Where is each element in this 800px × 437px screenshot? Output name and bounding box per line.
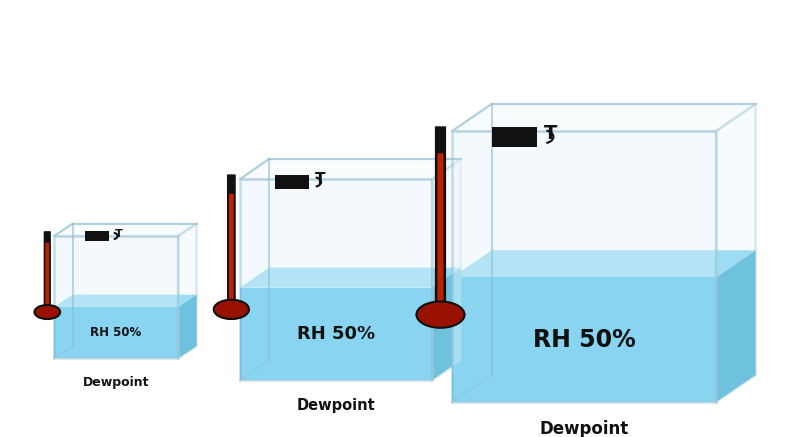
Polygon shape [432,159,461,380]
FancyBboxPatch shape [275,174,309,189]
Circle shape [34,305,60,319]
Polygon shape [54,295,197,307]
FancyBboxPatch shape [438,153,443,306]
Polygon shape [54,224,197,236]
Text: T: T [544,124,557,143]
Polygon shape [452,131,716,402]
Polygon shape [240,267,461,288]
Polygon shape [54,236,178,358]
Text: T: T [115,229,123,239]
Polygon shape [716,104,755,402]
Polygon shape [54,307,178,358]
Text: Dewpoint: Dewpoint [297,398,375,413]
Text: T: T [315,172,326,187]
FancyBboxPatch shape [227,174,236,303]
Polygon shape [240,179,432,380]
FancyBboxPatch shape [44,231,51,308]
Polygon shape [178,295,197,358]
Text: Dewpoint: Dewpoint [82,376,150,389]
Text: RH 50%: RH 50% [90,326,142,339]
Text: RH 50%: RH 50% [297,325,375,343]
Polygon shape [452,250,755,277]
FancyBboxPatch shape [229,194,234,303]
Polygon shape [452,104,755,131]
Text: Dewpoint: Dewpoint [539,420,629,437]
FancyBboxPatch shape [85,231,109,241]
Polygon shape [178,224,197,358]
Circle shape [417,302,465,328]
FancyBboxPatch shape [435,126,446,306]
Polygon shape [240,288,432,380]
Circle shape [214,300,249,319]
FancyBboxPatch shape [46,243,50,307]
Polygon shape [452,277,716,402]
Polygon shape [240,159,461,179]
Polygon shape [716,250,755,402]
FancyBboxPatch shape [493,127,538,147]
Polygon shape [432,267,461,380]
Text: RH 50%: RH 50% [533,328,635,352]
